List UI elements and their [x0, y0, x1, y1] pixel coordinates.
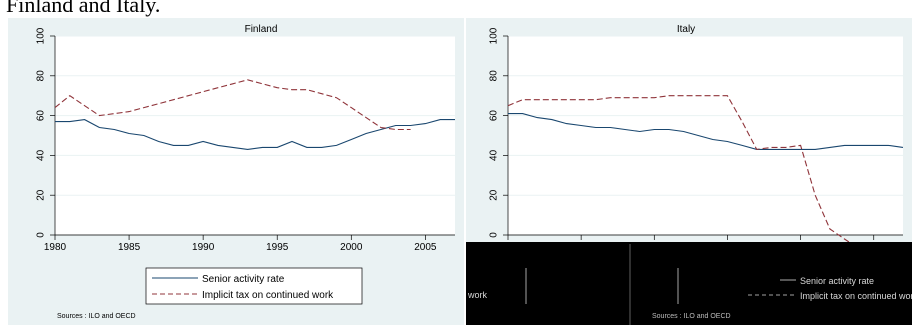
finland-title: Finland [245, 24, 278, 35]
finland-plot-area [55, 36, 455, 235]
italy-legend-tax-label: Implicit tax on continued work [800, 291, 912, 301]
it-y-tick-label: 0 [489, 232, 500, 238]
fi-implicit-tax-line [55, 79, 411, 131]
figure-caption: Finland and Italy. [6, 0, 161, 17]
finland-series [55, 79, 455, 150]
sources-note: Sources : ILO and OECD [57, 313, 136, 320]
finland-x-axis: 1980 1985 1990 1995 2000 2005 [44, 234, 455, 253]
finland-legend-activity-label: Senior activity rate [202, 274, 285, 285]
fi-x-tick-label: 1990 [192, 242, 215, 253]
italy-dark-strip [466, 242, 912, 325]
it-implicit-tax-line [508, 95, 850, 242]
italy-title: Italy [677, 24, 695, 35]
it-y-tick-label: 40 [489, 149, 500, 161]
italy-legend-activity-label: Senior activity rate [800, 276, 874, 286]
fi-y-tick-label: 80 [36, 70, 47, 82]
it-activity-rate-line [508, 113, 903, 150]
it-y-tick-label: 60 [489, 110, 500, 122]
finland-panel: Finland 0 20 40 60 80 100 1980 1985 1990 1995 200… [8, 18, 464, 325]
italy-panel: Italy 0 20 40 60 80 100 work Senior activity … [466, 18, 912, 325]
fi-y-tick-label: 60 [36, 110, 47, 122]
finland-y-axis: 0 20 40 60 80 100 [36, 27, 56, 238]
fi-x-tick-label: 1980 [44, 242, 67, 253]
fi-x-tick-label: 2000 [340, 242, 363, 253]
italy-sources-note: Sources : ILO and OECD [652, 313, 731, 320]
it-y-tick-label: 100 [489, 27, 500, 44]
it-y-tick-label: 20 [489, 189, 500, 201]
italy-x-axis [507, 234, 903, 240]
fi-activity-rate-line [55, 119, 455, 150]
fi-x-tick-label: 1995 [266, 242, 289, 253]
fi-y-tick-label: 100 [36, 27, 47, 44]
italy-series [508, 95, 903, 242]
italy-y-axis: 0 20 40 60 80 100 [489, 27, 509, 238]
fi-x-tick-label: 1985 [118, 242, 141, 253]
fi-y-tick-label: 0 [36, 232, 47, 238]
fi-y-tick-label: 40 [36, 149, 47, 161]
it-y-tick-label: 80 [489, 70, 500, 82]
finland-legend: Senior activity rate Implicit tax on con… [145, 267, 363, 305]
italy-plot-area [508, 36, 903, 235]
fi-x-tick-label: 2005 [414, 242, 437, 253]
italy-strip-partial-word: work [467, 290, 488, 300]
finland-legend-box [145, 267, 363, 305]
fi-y-tick-label: 20 [36, 189, 47, 201]
finland-legend-tax-label: Implicit tax on continued work [202, 290, 334, 301]
